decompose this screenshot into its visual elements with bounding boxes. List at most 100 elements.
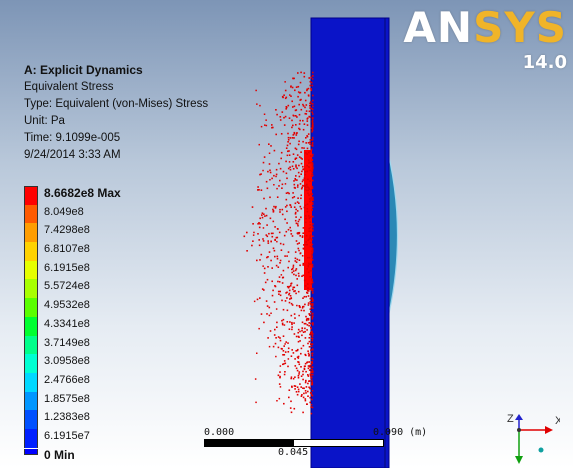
debris-particle	[279, 337, 281, 339]
debris-particle	[305, 221, 307, 224]
debris-particle	[293, 180, 295, 182]
debris-particle	[293, 115, 295, 117]
debris-particle	[304, 362, 307, 365]
debris-particle	[252, 240, 254, 242]
debris-particle	[308, 215, 310, 217]
debris-particle	[300, 366, 302, 368]
debris-particle	[263, 156, 266, 158]
triad-x-arrow-icon	[545, 426, 553, 434]
debris-particle	[287, 286, 290, 289]
debris-particle	[310, 173, 313, 176]
legend-swatch	[24, 391, 38, 411]
debris-particle	[294, 376, 296, 378]
debris-particle	[304, 390, 307, 392]
debris-particle	[307, 189, 309, 192]
debris-particle	[312, 226, 314, 229]
debris-particle	[296, 278, 298, 280]
debris-particle	[311, 102, 313, 105]
debris-particle	[311, 362, 314, 364]
debris-particle	[305, 370, 307, 373]
debris-particle	[300, 194, 302, 196]
debris-particle	[287, 347, 290, 350]
debris-particle	[297, 272, 300, 275]
debris-particle	[292, 264, 295, 267]
debris-particle	[266, 224, 268, 226]
debris-particle	[308, 197, 311, 200]
scale-bar: 0.000 0.090 (m) 0.045	[200, 425, 430, 465]
debris-particle	[295, 335, 298, 338]
debris-particle	[279, 375, 281, 378]
debris-particle	[304, 152, 307, 154]
debris-particle	[308, 194, 310, 196]
debris-particle	[287, 342, 289, 344]
debris-particle	[283, 360, 286, 362]
debris-particle	[311, 279, 313, 282]
debris-particle	[312, 199, 314, 201]
debris-particle	[268, 345, 271, 348]
debris-particle	[272, 247, 275, 250]
debris-particle	[306, 317, 308, 320]
debris-particle	[285, 147, 288, 149]
debris-particle	[282, 363, 285, 365]
debris-particle	[302, 168, 304, 171]
debris-particle	[287, 104, 290, 107]
debris-particle	[279, 259, 282, 262]
debris-particle	[277, 228, 279, 230]
debris-particle	[311, 187, 314, 190]
debris-particle	[287, 365, 289, 368]
debris-particle	[309, 234, 312, 236]
debris-particle	[310, 170, 313, 173]
debris-particle	[307, 365, 310, 367]
debris-particle	[298, 103, 300, 106]
debris-particle	[307, 342, 309, 345]
debris-particle	[305, 241, 307, 243]
debris-particle	[280, 249, 283, 251]
debris-particle	[311, 246, 313, 248]
debris-particle	[273, 184, 275, 186]
debris-particle	[263, 272, 266, 274]
debris-particle	[275, 133, 277, 136]
debris-particle	[311, 263, 314, 266]
debris-particle	[305, 243, 307, 246]
debris-particle	[308, 188, 311, 190]
debris-particle	[284, 351, 287, 353]
debris-particle	[312, 99, 314, 102]
debris-particle	[310, 197, 313, 199]
debris-particle	[309, 303, 312, 305]
debris-particle	[306, 164, 308, 167]
debris-particle	[302, 274, 305, 277]
debris-particle	[295, 268, 298, 270]
debris-particle	[308, 354, 310, 356]
debris-particle	[275, 168, 278, 171]
debris-particle	[311, 179, 314, 182]
debris-particle	[311, 337, 313, 340]
debris-particle	[311, 250, 314, 253]
debris-particle	[258, 143, 260, 146]
debris-particle	[303, 177, 306, 179]
debris-particle	[301, 180, 304, 183]
debris-particle	[311, 172, 314, 175]
debris-particle	[302, 264, 304, 266]
debris-particle	[298, 175, 301, 178]
debris-particle	[303, 244, 305, 246]
debris-particle	[304, 303, 306, 306]
debris-particle	[308, 77, 310, 79]
debris-particle	[311, 259, 314, 261]
debris-particle	[310, 349, 312, 351]
debris-particle	[311, 126, 314, 128]
debris-particle	[295, 261, 298, 263]
debris-particle	[256, 298, 259, 301]
debris-particle	[294, 358, 296, 360]
debris-particle	[311, 389, 314, 392]
debris-particle	[312, 94, 314, 97]
debris-particle	[309, 314, 311, 316]
debris-particle	[273, 249, 276, 252]
debris-particle	[301, 158, 303, 160]
axis-triad[interactable]: X Z	[505, 412, 560, 467]
debris-particle	[309, 308, 312, 310]
debris-particle	[290, 355, 293, 357]
debris-particle	[292, 134, 295, 136]
debris-particle	[295, 86, 298, 88]
